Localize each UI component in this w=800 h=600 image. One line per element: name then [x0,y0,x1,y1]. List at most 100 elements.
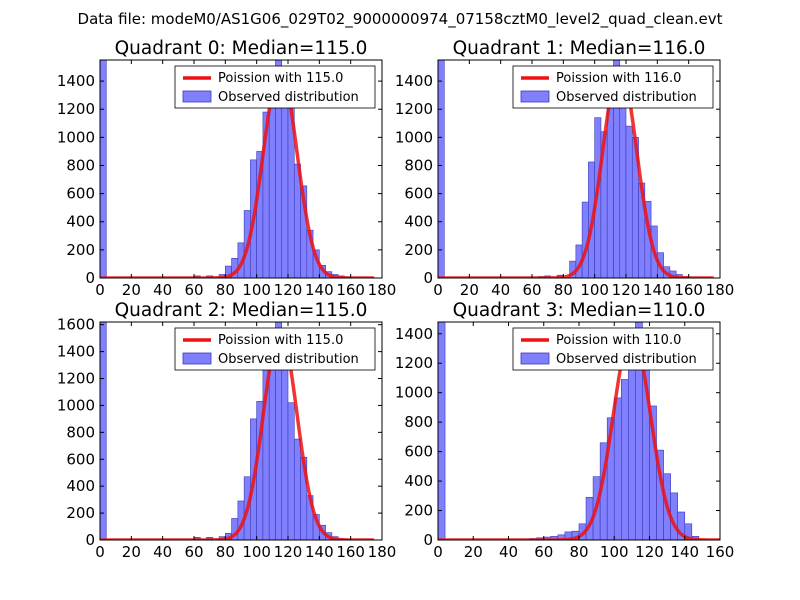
legend-label-observed: Observed distribution [218,352,359,367]
y-tick-label: 1000 [395,384,433,402]
legend-label-observed: Observed distribution [556,352,697,367]
histogram-bar [99,321,107,541]
quadrant-1-title: Quadrant 1: Median=116.0 [453,38,706,59]
x-tick-label: 40 [153,281,172,299]
quadrant-3-title: Quadrant 3: Median=110.0 [453,300,706,321]
legend: Poission with 115.0 Observed distribution [174,65,376,109]
y-tick-label: 600 [404,185,433,203]
x-tick-label: 180 [368,281,397,299]
legend-bar-swatch [182,352,212,365]
x-tick-label: 140 [670,543,699,561]
legend-label-observed: Observed distribution [218,90,359,105]
x-tick-label: 0 [433,281,443,299]
x-tick-label: 20 [460,281,479,299]
x-tick-label: 20 [122,281,141,299]
legend: Poission with 110.0 Observed distribution [512,327,714,371]
x-tick-label: 80 [216,543,235,561]
quadrant-0-panel: Quadrant 0: Median=115.0 0 20 40 60 80 100 120… [57,38,397,299]
histogram-bar [625,125,633,279]
histogram-bar [437,321,446,541]
histogram-bar [437,59,445,279]
y-tick-label: 400 [404,213,433,231]
x-tick-label: 40 [499,543,518,561]
x-tick-label: 0 [95,543,105,561]
y-tick-label: 0 [85,531,95,549]
quadrant-2-panel: Quadrant 2: Median=115.0 0 20 40 60 80 100 120… [57,300,397,561]
x-tick-label: 140 [305,543,334,561]
y-tick-label: 200 [404,241,433,259]
y-tick-label: 1000 [395,128,433,146]
y-tick-label: 1400 [57,343,95,361]
x-tick-label: 40 [153,543,172,561]
y-tick-label: 1400 [57,72,95,90]
x-tick-label: 100 [242,543,271,561]
x-tick-label: 100 [580,281,609,299]
x-tick-label: 20 [122,543,141,561]
legend: Poission with 116.0 Observed distribution [512,65,714,109]
quadrant-0-title: Quadrant 0: Median=115.0 [115,38,368,59]
legend-label-poisson: Poission with 115.0 [218,333,343,348]
legend-label-poisson: Poission with 110.0 [556,333,681,348]
y-tick-label: 1400 [395,72,433,90]
legend-label-observed: Observed distribution [556,90,697,105]
x-tick-label: 60 [534,543,553,561]
y-tick-label: 600 [404,443,433,461]
y-tick-label: 0 [423,269,433,287]
y-tick-label: 400 [66,477,95,495]
histogram-bar [620,379,629,541]
x-tick-label: 20 [464,543,483,561]
x-tick-label: 100 [600,543,629,561]
quadrant-1-panel: Quadrant 1: Median=116.0 0 20 40 60 80 100 120… [395,38,735,299]
x-tick-label: 160 [706,543,735,561]
y-tick-label: 800 [404,156,433,174]
y-tick-label: 0 [423,531,433,549]
y-tick-label: 600 [66,450,95,468]
histogram-bar [281,353,289,541]
axes-frame [437,59,721,279]
y-tick-label: 400 [66,213,95,231]
x-tick-label: 60 [522,281,541,299]
x-tick-label: 180 [706,281,735,299]
x-tick-label: 180 [368,543,397,561]
axes-frame [99,59,383,279]
poisson-curve [438,65,714,278]
x-tick-label: 120 [612,281,641,299]
x-tick-label: 80 [216,281,235,299]
histogram-bar [293,438,301,541]
y-tick-label: 1400 [395,325,433,343]
x-tick-label: 40 [491,281,510,299]
y-tick-label: 800 [66,156,95,174]
y-tick-label: 200 [66,504,95,522]
y-tick-label: 1000 [57,396,95,414]
axes-frame [99,321,383,541]
x-tick-label: 120 [274,543,303,561]
poisson-curve [100,329,375,540]
legend-label-poisson: Poission with 116.0 [556,71,681,86]
x-tick-label: 120 [274,281,303,299]
x-tick-label: 140 [643,281,672,299]
legend-label-poisson: Poission with 115.0 [218,71,343,86]
x-tick-label: 160 [336,543,365,561]
y-tick-label: 0 [85,269,95,287]
y-tick-label: 400 [404,472,433,490]
poisson-curve [100,68,375,278]
x-tick-label: 60 [184,281,203,299]
x-tick-label: 60 [184,543,203,561]
histogram-bar [281,83,289,279]
y-tick-label: 200 [404,502,433,520]
x-tick-label: 80 [569,543,588,561]
x-tick-label: 0 [433,543,443,561]
y-tick-label: 800 [66,423,95,441]
x-tick-label: 140 [305,281,334,299]
y-tick-label: 200 [66,241,95,259]
figure-suptitle: Data file: modeM0/AS1G06_029T02_90000009… [78,10,723,29]
y-tick-label: 1200 [57,370,95,388]
x-tick-label: 160 [674,281,703,299]
histogram-bar [99,59,107,279]
y-tick-label: 1600 [57,316,95,334]
y-tick-label: 600 [66,185,95,203]
x-tick-label: 80 [554,281,573,299]
quadrant-3-panel: Quadrant 3: Median=110.0 0 20 40 60 80 100 120… [395,300,735,561]
legend-bar-swatch [520,90,550,103]
